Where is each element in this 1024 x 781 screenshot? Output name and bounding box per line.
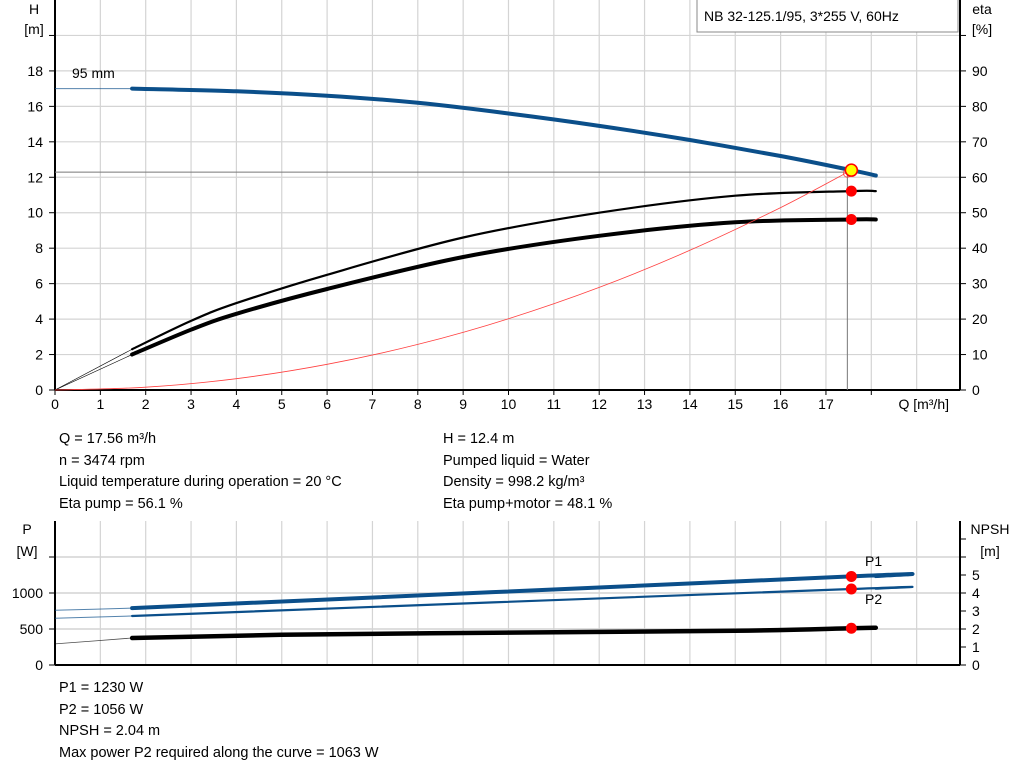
- npsh-point: [845, 622, 857, 634]
- x-tick-label: 5: [278, 396, 286, 412]
- y-left-unit: [m]: [24, 21, 43, 37]
- y-right-tick-label: 0: [972, 382, 980, 398]
- y-right-tick-label: 4: [972, 585, 980, 601]
- info-top-left: Q = 17.56 m³/h n = 3474 rpm Liquid tempe…: [59, 429, 342, 515]
- y-right-tick-label: 1: [972, 639, 980, 655]
- x-axis-label: Q [m³/h]: [898, 396, 949, 412]
- y-right-tick-label: 50: [972, 205, 988, 221]
- x-tick-label: 15: [727, 396, 743, 412]
- y-left-tick-label: 0: [35, 382, 43, 398]
- p1-label: P1: [865, 553, 882, 569]
- y-right-label: eta: [972, 1, 992, 17]
- y-right-tick-label: 60: [972, 169, 988, 185]
- info-pumped-liquid: Pumped liquid = Water: [443, 452, 590, 469]
- y-left-tick-label: 8: [35, 240, 43, 256]
- head-curve-line: [130, 86, 878, 178]
- system-curve: [54, 169, 852, 391]
- chart-title: NB 32-125.1/95, 3*255 V, 60Hz: [704, 8, 899, 24]
- y-right-tick-label: 40: [972, 240, 988, 256]
- y-right-unit: [%]: [972, 21, 992, 37]
- y-right-tick-label: 3: [972, 603, 980, 619]
- x-tick-label: 10: [501, 396, 517, 412]
- duty-point-marker: [844, 163, 859, 177]
- x-tick-label: 9: [459, 396, 467, 412]
- x-tick-label: 17: [818, 396, 834, 412]
- y-left-tick-label: 0: [35, 657, 43, 673]
- curve-label-95mm: 95 mm: [72, 65, 115, 81]
- y-right-tick-label: 2: [972, 621, 980, 637]
- y-left-label: H: [29, 1, 39, 17]
- eta-motor-origin-line: [54, 354, 133, 391]
- y-left-tick-label: 500: [20, 621, 44, 637]
- p1-curve-line: [130, 571, 915, 611]
- x-tick-label: 3: [187, 396, 195, 412]
- y-left-label: P: [22, 521, 31, 537]
- info-head: H = 12.4 m: [443, 431, 515, 447]
- eta-pump-motor-point: [845, 213, 857, 225]
- x-tick-label: 8: [414, 396, 422, 412]
- y-right-tick-label: 30: [972, 276, 988, 292]
- title-box: [696, 0, 959, 33]
- x-tick-label: 14: [682, 396, 698, 412]
- x-tick-label: 4: [233, 396, 241, 412]
- y-right-unit: [m]: [980, 543, 999, 559]
- eta-pump-point: [845, 185, 857, 197]
- info-p1: P1 = 1230 W: [59, 680, 144, 696]
- y-left-tick-label: 2: [35, 347, 43, 363]
- info-max-power: Max power P2 required along the curve = …: [59, 744, 379, 761]
- eta-pump-curve-line: [131, 189, 877, 351]
- x-tick-label: 12: [591, 396, 607, 412]
- y-left-tick-label: 14: [27, 134, 43, 150]
- y-left-tick-label: 4: [35, 311, 43, 327]
- y-right-label: NPSH: [971, 521, 1010, 537]
- x-tick-label: 0: [51, 396, 59, 412]
- info-top-right: H = 12.4 m Pumped liquid = Water Density…: [443, 429, 612, 515]
- y-left-unit: [W]: [17, 543, 38, 559]
- info-bottom: P1 = 1230 W P2 = 1056 W NPSH = 2.04 m Ma…: [59, 678, 379, 764]
- y-right-tick-label: 70: [972, 134, 988, 150]
- y-right-tick-label: 80: [972, 98, 988, 114]
- info-flow: Q = 17.56 m³/h: [59, 431, 157, 447]
- x-tick-label: 1: [96, 396, 104, 412]
- y-left-tick-label: 1000: [12, 585, 43, 601]
- eta-pump-motor-curve-line: [130, 217, 878, 357]
- y-right-tick-label: 20: [972, 311, 988, 327]
- npsh-curve-extension: [54, 637, 133, 645]
- p2-point: [845, 583, 857, 595]
- p2-label: P2: [865, 591, 882, 607]
- y-right-tick-label: 10: [972, 347, 988, 363]
- y-right-tick-label: 90: [972, 63, 988, 79]
- y-right-tick-label: 5: [972, 567, 980, 583]
- eta-origin-line: [54, 348, 133, 391]
- y-left-tick-label: 18: [27, 63, 43, 79]
- x-tick-label: 6: [323, 396, 331, 412]
- info-eta-pump: Eta pump = 56.1 %: [59, 495, 183, 512]
- info-npsh: NPSH = 2.04 m: [59, 723, 161, 739]
- p1-curve-extension: [54, 607, 133, 611]
- info-eta-pump-motor: Eta pump+motor = 48.1 %: [443, 495, 613, 512]
- info-density: Density = 998.2 kg/m³: [443, 474, 585, 490]
- y-left-tick-label: 16: [27, 98, 43, 114]
- p2-curve-extension: [54, 615, 133, 619]
- x-tick-label: 2: [142, 396, 150, 412]
- y-left-tick-label: 6: [35, 276, 43, 292]
- info-liquid-temp: Liquid temperature during operation = 20…: [59, 474, 342, 490]
- x-tick-label: 16: [773, 396, 789, 412]
- y-right-tick-label: 0: [972, 657, 980, 673]
- x-tick-label: 13: [637, 396, 653, 412]
- x-tick-label: 11: [547, 396, 562, 412]
- npsh-curve-line: [129, 625, 879, 641]
- y-left-tick-label: 10: [27, 205, 43, 221]
- info-speed: n = 3474 rpm: [59, 452, 145, 469]
- info-p2: P2 = 1056 W: [59, 701, 144, 718]
- y-left-tick-label: 12: [27, 169, 43, 185]
- p1-point: [845, 570, 857, 582]
- p2-curve-line: [131, 585, 914, 618]
- x-tick-label: 7: [369, 396, 377, 412]
